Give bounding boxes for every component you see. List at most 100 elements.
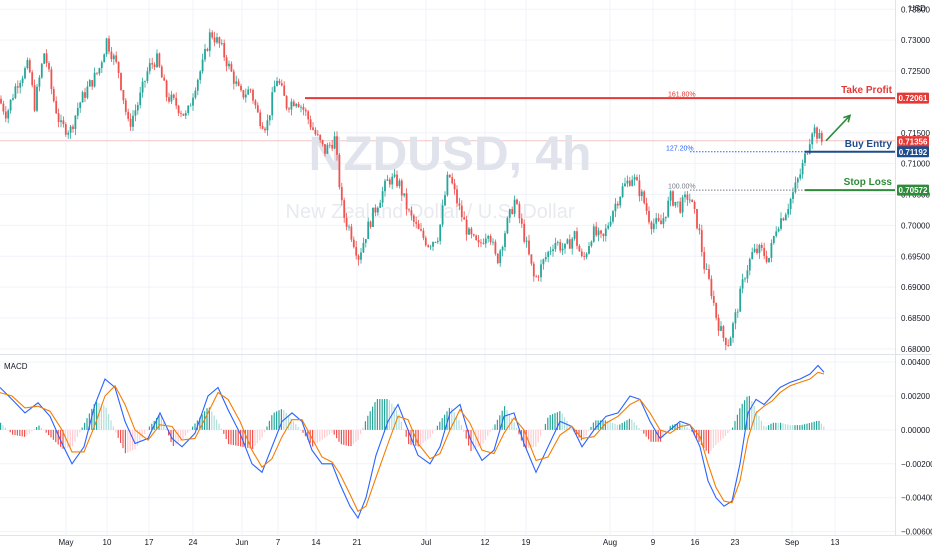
- time-tick-label: 24: [189, 538, 198, 547]
- macd-histogram-bar: [667, 429, 669, 431]
- time-tick-label: Sep: [785, 538, 800, 547]
- candle-body: [240, 85, 242, 91]
- macd-histogram-bar: [288, 415, 290, 430]
- macd-histogram-bar: [232, 429, 234, 446]
- macd-histogram-bar: [429, 429, 431, 438]
- macd-histogram-bar: [686, 427, 688, 430]
- candle-body: [228, 63, 230, 67]
- macd-histogram-bar: [760, 420, 762, 430]
- candle-body: [441, 205, 444, 225]
- candle-body: [489, 235, 492, 243]
- candle-body: [525, 240, 528, 242]
- macd-histogram-bar: [256, 429, 258, 444]
- candle-body: [559, 242, 562, 251]
- macd-histogram-bar: [384, 399, 386, 430]
- macd-histogram-bar: [811, 422, 813, 430]
- candle-body: [446, 174, 449, 196]
- macd-histogram-bar: [103, 405, 105, 430]
- candle-body: [564, 243, 566, 249]
- currency-label: USD: [909, 4, 926, 13]
- macd-label: MACD: [4, 362, 28, 371]
- candle-body: [124, 100, 127, 112]
- macd-histogram-bar: [789, 425, 791, 430]
- candle-body: [787, 208, 790, 215]
- macd-histogram-bar: [67, 429, 69, 448]
- time-tick-label: Jul: [421, 538, 431, 547]
- macd-histogram-bar: [427, 429, 429, 440]
- macd-histogram-bar: [770, 423, 772, 430]
- candle-body: [343, 200, 346, 218]
- candles: [0, 28, 823, 351]
- candle-body: [12, 98, 14, 100]
- macd-histogram-bar: [420, 429, 422, 445]
- macd-histogram-bar: [609, 421, 611, 430]
- candle-body: [268, 115, 271, 121]
- macd-histogram-bar: [302, 429, 304, 433]
- macd-histogram-bar: [436, 425, 438, 430]
- macd-histogram-bar: [619, 424, 621, 430]
- candle-body: [352, 239, 355, 248]
- macd-histogram-bar: [244, 429, 246, 448]
- macd-histogram-bar: [69, 429, 71, 448]
- macd-tick-label: 0.00400: [901, 358, 930, 367]
- macd-histogram-bar: [796, 425, 798, 430]
- macd-histogram-bar: [172, 429, 174, 446]
- macd-histogram-bar: [799, 425, 801, 430]
- macd-histogram-bar: [640, 429, 642, 431]
- candle-body: [420, 229, 422, 231]
- macd-histogram-bar: [712, 429, 714, 448]
- candle-body: [532, 263, 535, 277]
- candle-body: [789, 198, 792, 209]
- candle-body: [28, 60, 31, 73]
- candle-body: [669, 191, 672, 201]
- macd-histogram-bar: [513, 422, 515, 430]
- macd-histogram-bar: [290, 418, 292, 430]
- candle-body: [288, 108, 290, 110]
- candle-body: [0, 98, 2, 104]
- macd-histogram-bar: [463, 429, 465, 432]
- macd-histogram-bar: [559, 411, 561, 430]
- candle-body: [84, 92, 86, 98]
- candle-body: [741, 279, 744, 289]
- macd-histogram-bar: [765, 426, 767, 430]
- candle-body: [492, 241, 494, 243]
- candle-body: [530, 254, 533, 264]
- candle-body: [144, 80, 146, 82]
- macd-histogram-bar: [554, 413, 556, 430]
- candle-body: [746, 270, 749, 279]
- candle-body: [679, 201, 682, 213]
- candle-body: [307, 111, 310, 120]
- candle-body: [170, 94, 173, 102]
- candle-body: [60, 120, 62, 122]
- macd-histogram-bar: [182, 429, 184, 439]
- candle-body: [45, 53, 48, 64]
- candle-body: [242, 90, 245, 98]
- candle-body: [729, 337, 732, 346]
- candle-body: [643, 191, 646, 204]
- macd-histogram-bar: [823, 426, 825, 430]
- macd-histogram-bar: [621, 423, 623, 430]
- macd-histogram-bar: [343, 429, 345, 445]
- macd-histogram-bar: [223, 429, 225, 434]
- macd-histogram-bar: [55, 429, 57, 443]
- macd-histogram-bar: [24, 429, 26, 437]
- price-tick-label: 0.71000: [901, 160, 930, 169]
- macd-histogram-bar: [350, 429, 352, 447]
- macd-tick-label: 0.00200: [901, 392, 930, 401]
- candle-body: [336, 136, 338, 155]
- macd-histogram-bar: [504, 406, 506, 430]
- macd-histogram-bar: [705, 429, 707, 451]
- macd-histogram-bar: [739, 408, 741, 430]
- macd-histogram-bar: [16, 429, 18, 436]
- price-axis[interactable]: 0.73500 0.73000 0.72500 0.71500 0.71000 0.705…: [897, 5, 932, 537]
- candle-body: [758, 245, 761, 254]
- candle-body: [597, 230, 600, 236]
- candle-body: [720, 326, 722, 331]
- candle-body: [573, 231, 576, 239]
- time-axis[interactable]: May 10 17 24 Jun 7 14 21 Jul 12 19 Aug 9 16 23 Sep 13: [58, 538, 840, 547]
- fib-label-0: 161.80%: [668, 92, 696, 99]
- candle-body: [780, 218, 782, 229]
- candle-body: [518, 203, 521, 219]
